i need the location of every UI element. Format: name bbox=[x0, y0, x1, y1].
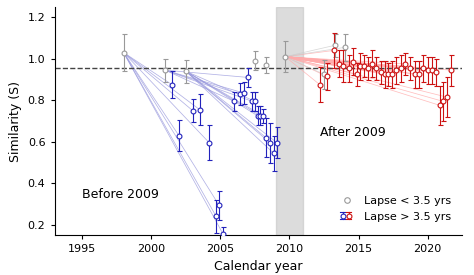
Bar bbox=[275, 7, 303, 235]
Legend: Lapse < 3.5 yrs, Lapse > 3.5 yrs: Lapse < 3.5 yrs, Lapse > 3.5 yrs bbox=[335, 193, 455, 225]
Y-axis label: Similarity (S): Similarity (S) bbox=[9, 81, 22, 161]
X-axis label: Calendar year: Calendar year bbox=[214, 260, 302, 273]
Text: After 2009: After 2009 bbox=[320, 125, 385, 139]
Text: Before 2009: Before 2009 bbox=[82, 188, 159, 201]
